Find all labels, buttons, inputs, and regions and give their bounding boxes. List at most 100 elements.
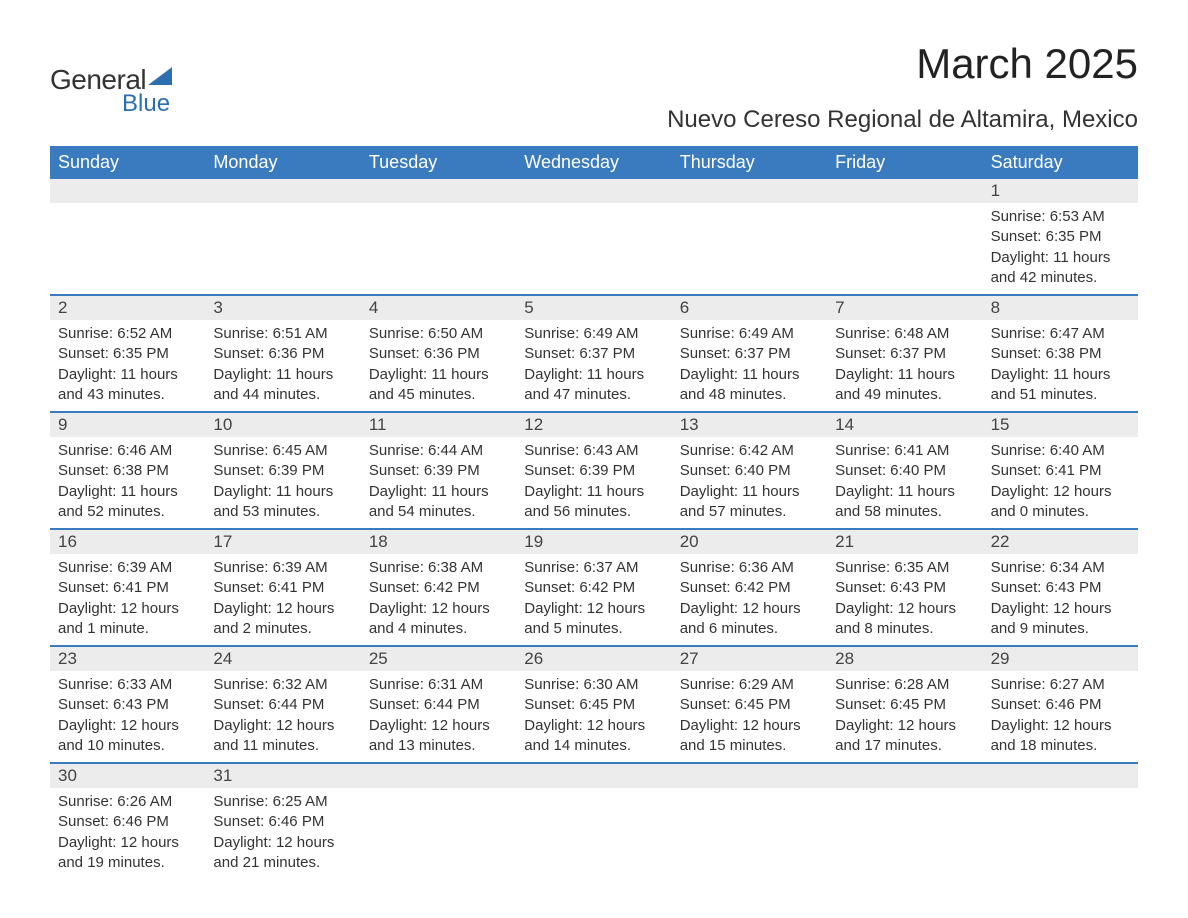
daynum-row: 9101112131415 xyxy=(50,413,1138,437)
calendar-week: Sunrise: 6:46 AMSunset: 6:38 PMDaylight:… xyxy=(50,437,1138,528)
cell-sunrise: Sunrise: 6:47 AM xyxy=(991,324,1130,344)
day-number xyxy=(827,179,982,203)
cell-daylight1: Daylight: 12 hours xyxy=(835,599,974,619)
day-number xyxy=(516,179,671,203)
cell-daylight2: and 53 minutes. xyxy=(213,502,352,522)
day-number xyxy=(827,764,982,788)
cell-sunrise: Sunrise: 6:41 AM xyxy=(835,441,974,461)
day-number xyxy=(983,764,1138,788)
cell-daylight2: and 56 minutes. xyxy=(524,502,663,522)
cell-sunrise: Sunrise: 6:50 AM xyxy=(369,324,508,344)
day-number: 30 xyxy=(50,764,205,788)
cell-daylight2: and 43 minutes. xyxy=(58,385,197,405)
col-thursday: Thursday xyxy=(672,146,827,179)
cell-daylight1: Daylight: 12 hours xyxy=(369,716,508,736)
cell-sunrise: Sunrise: 6:49 AM xyxy=(680,324,819,344)
cell-sunset: Sunset: 6:45 PM xyxy=(524,695,663,715)
cell-daylight1: Daylight: 11 hours xyxy=(213,365,352,385)
cell-sunrise: Sunrise: 6:31 AM xyxy=(369,675,508,695)
cell-sunset: Sunset: 6:45 PM xyxy=(680,695,819,715)
day-number xyxy=(361,764,516,788)
calendar-week: Sunrise: 6:39 AMSunset: 6:41 PMDaylight:… xyxy=(50,554,1138,645)
cell-sunrise: Sunrise: 6:35 AM xyxy=(835,558,974,578)
title-block: March 2025 Nuevo Cereso Regional de Alta… xyxy=(667,40,1138,134)
cell-daylight2: and 54 minutes. xyxy=(369,502,508,522)
calendar-cell: Sunrise: 6:42 AMSunset: 6:40 PMDaylight:… xyxy=(672,437,827,528)
cell-daylight2: and 5 minutes. xyxy=(524,619,663,639)
cell-daylight1: Daylight: 12 hours xyxy=(524,599,663,619)
calendar-cell xyxy=(516,203,671,294)
day-number xyxy=(205,179,360,203)
cell-daylight1: Daylight: 12 hours xyxy=(213,599,352,619)
cell-sunset: Sunset: 6:43 PM xyxy=(991,578,1130,598)
day-number: 12 xyxy=(516,413,671,437)
cell-sunset: Sunset: 6:42 PM xyxy=(524,578,663,598)
cell-sunrise: Sunrise: 6:52 AM xyxy=(58,324,197,344)
day-number: 4 xyxy=(361,296,516,320)
calendar-cell xyxy=(827,203,982,294)
calendar-cell: Sunrise: 6:51 AMSunset: 6:36 PMDaylight:… xyxy=(205,320,360,411)
cell-sunset: Sunset: 6:35 PM xyxy=(58,344,197,364)
day-number: 26 xyxy=(516,647,671,671)
daynum-row: 2345678 xyxy=(50,296,1138,320)
calendar: Sunday Monday Tuesday Wednesday Thursday… xyxy=(50,146,1138,879)
cell-daylight2: and 9 minutes. xyxy=(991,619,1130,639)
cell-sunrise: Sunrise: 6:32 AM xyxy=(213,675,352,695)
cell-sunset: Sunset: 6:44 PM xyxy=(213,695,352,715)
cell-daylight1: Daylight: 11 hours xyxy=(680,482,819,502)
cell-daylight1: Daylight: 11 hours xyxy=(991,365,1130,385)
cell-daylight1: Daylight: 12 hours xyxy=(680,599,819,619)
daynum-row: 3031 xyxy=(50,764,1138,788)
calendar-cell xyxy=(361,203,516,294)
day-number: 20 xyxy=(672,530,827,554)
calendar-cell: Sunrise: 6:34 AMSunset: 6:43 PMDaylight:… xyxy=(983,554,1138,645)
cell-sunrise: Sunrise: 6:26 AM xyxy=(58,792,197,812)
cell-sunset: Sunset: 6:39 PM xyxy=(213,461,352,481)
cell-daylight1: Daylight: 12 hours xyxy=(991,716,1130,736)
calendar-cell: Sunrise: 6:33 AMSunset: 6:43 PMDaylight:… xyxy=(50,671,205,762)
cell-sunset: Sunset: 6:36 PM xyxy=(369,344,508,364)
day-number: 17 xyxy=(205,530,360,554)
cell-daylight2: and 47 minutes. xyxy=(524,385,663,405)
calendar-cell: Sunrise: 6:39 AMSunset: 6:41 PMDaylight:… xyxy=(205,554,360,645)
cell-daylight1: Daylight: 11 hours xyxy=(524,365,663,385)
calendar-week: Sunrise: 6:52 AMSunset: 6:35 PM Daylight:… xyxy=(50,320,1138,411)
calendar-cell: Sunrise: 6:43 AMSunset: 6:39 PMDaylight:… xyxy=(516,437,671,528)
calendar-cell xyxy=(827,788,982,879)
cell-sunrise: Sunrise: 6:40 AM xyxy=(991,441,1130,461)
calendar-cell xyxy=(361,788,516,879)
cell-daylight1: Daylight: 12 hours xyxy=(369,599,508,619)
day-number: 23 xyxy=(50,647,205,671)
daynum-row: 16171819202122 xyxy=(50,530,1138,554)
day-number: 10 xyxy=(205,413,360,437)
cell-sunrise: Sunrise: 6:33 AM xyxy=(58,675,197,695)
calendar-cell: Sunrise: 6:50 AMSunset: 6:36 PMDaylight:… xyxy=(361,320,516,411)
cell-sunset: Sunset: 6:35 PM xyxy=(991,227,1130,247)
cell-daylight1: Daylight: 11 hours xyxy=(213,482,352,502)
cell-sunset: Sunset: 6:37 PM xyxy=(680,344,819,364)
cell-daylight1: Daylight: 12 hours xyxy=(524,716,663,736)
cell-sunset: Sunset: 6:42 PM xyxy=(369,578,508,598)
cell-sunrise: Sunrise: 6:45 AM xyxy=(213,441,352,461)
calendar-cell xyxy=(983,788,1138,879)
calendar-cell xyxy=(672,788,827,879)
calendar-cell: Sunrise: 6:27 AMSunset: 6:46 PMDaylight:… xyxy=(983,671,1138,762)
cell-daylight2: and 18 minutes. xyxy=(991,736,1130,756)
cell-daylight2: and 21 minutes. xyxy=(213,853,352,873)
cell-sunrise: Sunrise: 6:43 AM xyxy=(524,441,663,461)
cell-sunset: Sunset: 6:45 PM xyxy=(835,695,974,715)
calendar-cell: Sunrise: 6:30 AMSunset: 6:45 PMDaylight:… xyxy=(516,671,671,762)
cell-daylight1: Daylight: 11 hours xyxy=(58,482,197,502)
calendar-cell: Sunrise: 6:31 AMSunset: 6:44 PMDaylight:… xyxy=(361,671,516,762)
cell-sunrise: Sunrise: 6:49 AM xyxy=(524,324,663,344)
cell-sunset: Sunset: 6:42 PM xyxy=(680,578,819,598)
day-number: 27 xyxy=(672,647,827,671)
cell-daylight1: Daylight: 11 hours xyxy=(835,482,974,502)
logo: General Blue xyxy=(50,64,172,118)
cell-sunset: Sunset: 6:40 PM xyxy=(835,461,974,481)
calendar-cell: Sunrise: 6:25 AMSunset: 6:46 PMDaylight:… xyxy=(205,788,360,879)
cell-sunset: Sunset: 6:37 PM xyxy=(835,344,974,364)
cell-sunrise: Sunrise: 6:46 AM xyxy=(58,441,197,461)
col-monday: Monday xyxy=(205,146,360,179)
day-number: 2 xyxy=(50,296,205,320)
